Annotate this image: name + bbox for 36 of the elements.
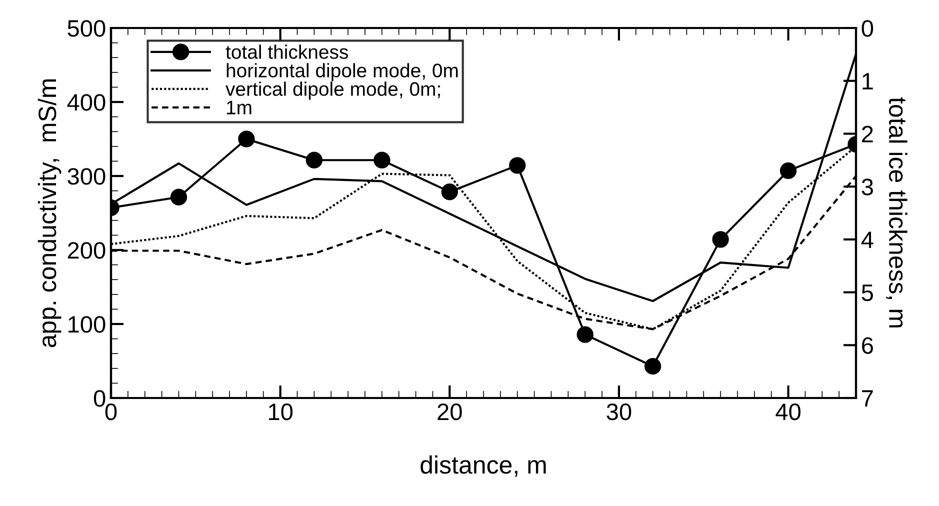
y-tick-label: 400 <box>67 94 106 111</box>
point <box>644 358 662 375</box>
y2-tick-label: 1 <box>862 73 873 90</box>
legend-label: vertical dipole mode, 0m; <box>226 82 440 100</box>
y2-tick-label: 4 <box>861 232 874 248</box>
point <box>441 184 458 200</box>
x-tick-label: 20 <box>438 403 462 420</box>
point <box>306 152 323 168</box>
x-axis-title: distance, m <box>420 455 546 477</box>
point <box>509 157 526 174</box>
y2-tick-label: 0 <box>862 20 874 37</box>
x-tick-label: 10 <box>268 403 293 420</box>
y2-tick-label: 6 <box>862 337 873 354</box>
y2-axis-title: total ice thickness, m <box>886 97 908 328</box>
point <box>780 162 797 180</box>
point <box>170 188 188 206</box>
y2-tick-label: 3 <box>862 178 873 196</box>
y2-tick-label: 5 <box>862 284 873 302</box>
x-tick-label: 40 <box>776 403 800 420</box>
y-tick-label: 0 <box>94 390 106 407</box>
y2-tick-label: 2 <box>862 126 873 142</box>
legend-label: horizontal dipole mode, 0m <box>226 63 458 82</box>
legend-label: total thickness <box>226 44 348 59</box>
y-tick-label: 500 <box>68 20 106 37</box>
point <box>576 326 594 343</box>
point <box>712 231 729 248</box>
y-tick-label: 200 <box>68 242 106 259</box>
y-tick-label: 100 <box>68 316 106 333</box>
y2-tick-label: 7 <box>862 390 873 407</box>
point <box>374 152 390 168</box>
point <box>238 130 255 148</box>
y-axis-title: app. conductivity, mS/m <box>38 79 62 348</box>
x-tick-label: 30 <box>606 403 632 420</box>
x-tick-label: 0 <box>105 403 117 420</box>
y-tick-label: 300 <box>68 168 106 185</box>
legend-label: 1m <box>226 100 252 114</box>
